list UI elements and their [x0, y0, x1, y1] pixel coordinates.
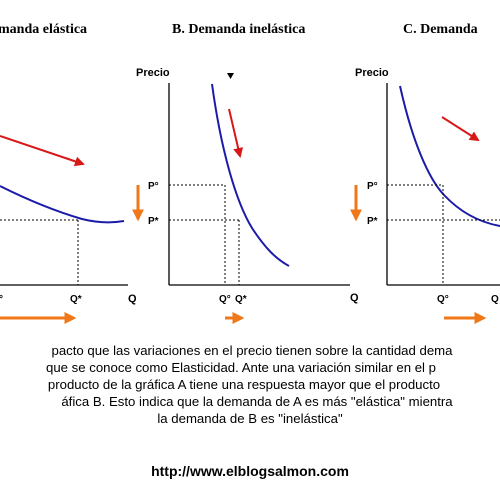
panel-a-q2-label: Q*	[70, 294, 82, 305]
panel-c: Precio P° P* Q° Q	[350, 67, 500, 324]
panel-a-x-label: Q	[128, 293, 137, 305]
panel-b-p1-label: P°	[148, 181, 159, 192]
panel-a-title: manda elástica	[0, 22, 88, 37]
demand-diagrams: Q ° Q* Precio P° P* Q° Q* Q Precio P° P*…	[0, 67, 500, 324]
panel-c-title: C. Demanda	[403, 22, 478, 37]
panel-b-q1-label: Q°	[219, 294, 231, 305]
caption-line-2: que se conoce como Elasticidad. Ante una…	[46, 360, 436, 375]
panel-c-curve-arrow	[441, 116, 480, 142]
panel-b-marker-icon	[227, 73, 234, 79]
caption-line-4: áfica B. Esto indica que la demanda de A…	[61, 394, 453, 409]
caption: pacto que las variaciones en el precio t…	[0, 342, 500, 427]
panel-b-x-label: Q	[350, 292, 359, 304]
panel-b-q2-label: Q*	[235, 294, 247, 305]
panel-c-y-label: Precio	[355, 67, 389, 79]
panel-b-demand-curve	[211, 83, 290, 267]
panel-b-title: B. Demanda inelástica	[172, 22, 306, 37]
caption-line-3: producto de la gráfica A tiene una respu…	[47, 377, 441, 392]
panel-a-demand-curve	[0, 185, 125, 224]
panel-b: Precio P° P* Q° Q* Q	[132, 67, 359, 324]
caption-line-5: la demanda de B es "inelástica"	[157, 411, 343, 426]
panel-c-p2-label: P*	[367, 216, 378, 227]
source-url: http://www.elblogsalmon.com	[151, 463, 349, 479]
panel-a-curve-arrow	[0, 135, 85, 167]
caption-line-1: pacto que las variaciones en el precio t…	[51, 343, 453, 358]
panel-a-q1-label: °	[0, 294, 3, 305]
panel-b-p2-label: P*	[148, 216, 159, 227]
panel-a: Q ° Q*	[0, 135, 137, 324]
panel-b-y-label: Precio	[136, 67, 170, 79]
panel-c-q1-label: Q°	[437, 294, 449, 305]
panel-c-demand-curve	[399, 85, 500, 227]
panel-c-p1-label: P°	[367, 181, 378, 192]
panel-b-curve-arrow	[228, 108, 244, 158]
panel-c-q2-label: Q	[491, 294, 499, 305]
